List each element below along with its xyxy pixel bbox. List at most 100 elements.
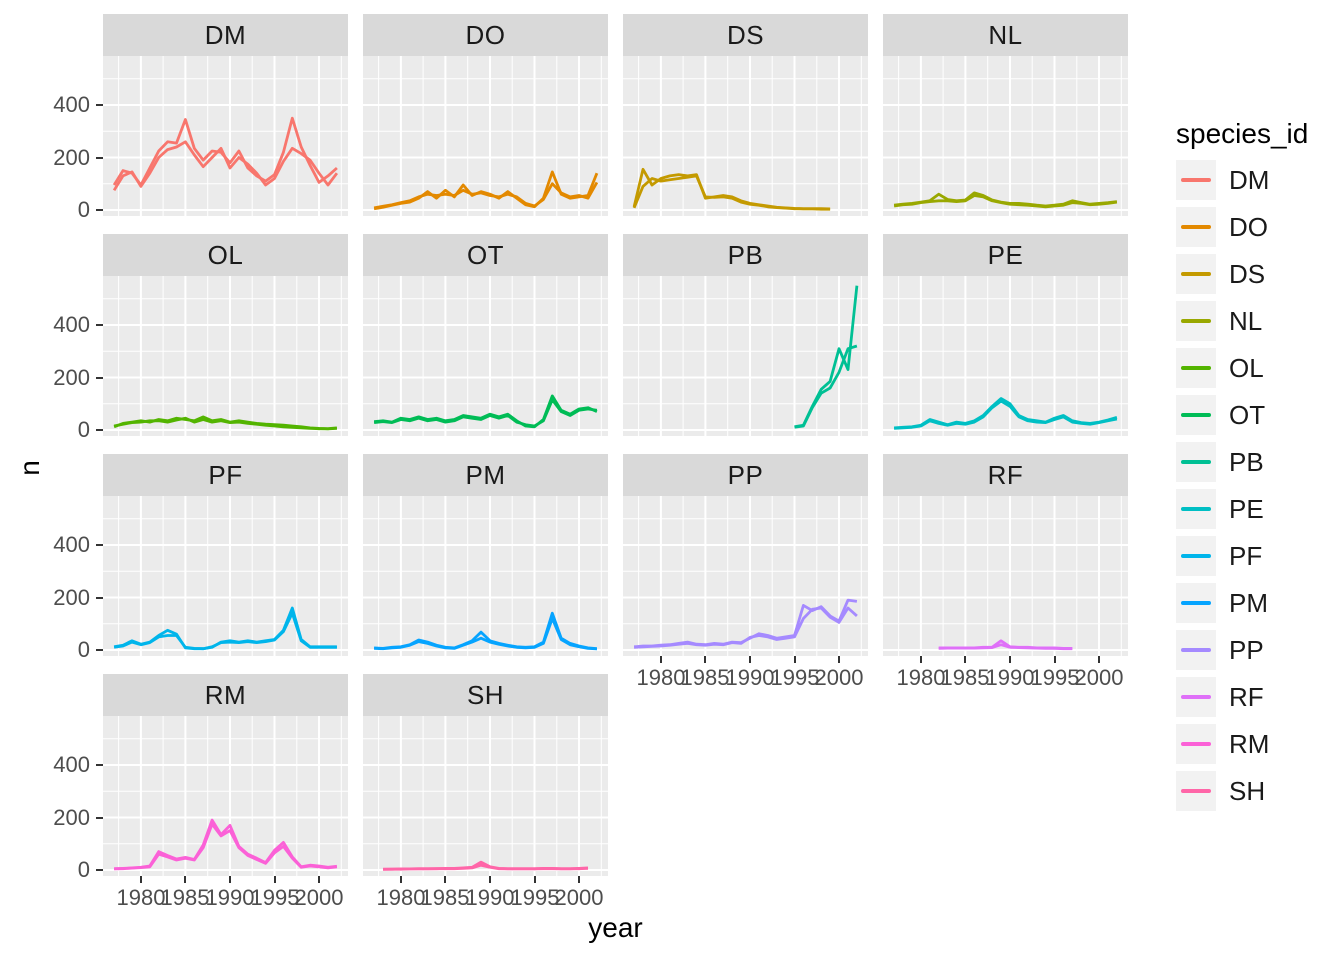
x-tick-label: 1995 bbox=[1030, 665, 1080, 690]
x-tick-mark bbox=[660, 656, 662, 663]
legend-key bbox=[1176, 583, 1216, 623]
facet-strip-label: NL bbox=[988, 19, 1023, 50]
x-tick-label: 1995 bbox=[770, 665, 820, 690]
legend-item-DO: DO bbox=[1176, 207, 1308, 247]
facet-strip-PF: PF bbox=[103, 454, 348, 496]
facet-strip-label: PB bbox=[727, 239, 764, 270]
x-tick-label: 2000 bbox=[814, 665, 864, 690]
legend-key bbox=[1176, 207, 1216, 247]
facet-strip-SH: SH bbox=[363, 674, 608, 716]
x-tick-mark bbox=[140, 876, 142, 883]
legend-key bbox=[1176, 724, 1216, 764]
legend-key-line-icon bbox=[1181, 789, 1211, 793]
facet-strip-OL: OL bbox=[103, 234, 348, 276]
facet-strip-label: PP bbox=[727, 459, 764, 490]
legend-key bbox=[1176, 677, 1216, 717]
legend-label: RM bbox=[1229, 728, 1270, 759]
y-tick-mark bbox=[96, 429, 103, 431]
legend-label: NL bbox=[1229, 305, 1263, 336]
x-tick-mark bbox=[274, 876, 276, 883]
legend-label: RF bbox=[1229, 681, 1264, 712]
x-tick-label: 1990 bbox=[465, 885, 515, 910]
legend-key-line-icon bbox=[1181, 178, 1211, 182]
legend-key-line-icon bbox=[1181, 601, 1211, 605]
x-tick-mark bbox=[704, 656, 706, 663]
facet-panel-RF bbox=[883, 496, 1128, 656]
x-tick-mark bbox=[318, 876, 320, 883]
x-tick-mark bbox=[1054, 656, 1056, 663]
legend-key-line-icon bbox=[1181, 554, 1211, 558]
legend-item-PF: PF bbox=[1176, 536, 1308, 576]
x-tick-mark bbox=[578, 876, 580, 883]
legend-label: OT bbox=[1229, 399, 1266, 430]
legend-label: DO bbox=[1229, 211, 1268, 242]
legend-item-PM: PM bbox=[1176, 583, 1308, 623]
line-DO-line2 bbox=[373, 181, 599, 210]
facet-strip-RM: RM bbox=[103, 674, 348, 716]
x-tick-label: 1985 bbox=[420, 885, 470, 910]
y-tick-mark bbox=[96, 764, 103, 766]
x-tick-mark bbox=[749, 656, 751, 663]
legend-label: PM bbox=[1229, 587, 1268, 618]
facet-strip-label: RM bbox=[204, 679, 247, 710]
facet-strip-PE: PE bbox=[883, 234, 1128, 276]
legend-item-SH: SH bbox=[1176, 771, 1308, 811]
legend-title: species_id bbox=[1176, 118, 1309, 149]
legend-label: OL bbox=[1229, 352, 1264, 383]
y-tick-label: 0 bbox=[77, 197, 90, 222]
y-tick-mark bbox=[96, 597, 103, 599]
legend-item-PP: PP bbox=[1176, 630, 1308, 670]
legend-key-line-icon bbox=[1181, 460, 1211, 464]
y-tick-mark bbox=[96, 544, 103, 546]
y-axis-title: n bbox=[14, 460, 45, 476]
line-PM-line2 bbox=[374, 617, 597, 651]
facet-panel-DM bbox=[103, 56, 348, 216]
line-PE-line2 bbox=[894, 399, 1118, 430]
y-tick-label: 200 bbox=[53, 145, 90, 170]
legend-key-line-icon bbox=[1181, 319, 1211, 323]
facet-panel-DO bbox=[363, 56, 608, 216]
x-tick-label: 1980 bbox=[896, 665, 946, 690]
facet-strip-RF: RF bbox=[883, 454, 1128, 496]
facet-panel-DS bbox=[623, 56, 868, 216]
x-tick-label: 1980 bbox=[636, 665, 686, 690]
x-tick-mark bbox=[1098, 656, 1100, 663]
legend-key bbox=[1176, 442, 1216, 482]
x-tick-label: 1980 bbox=[376, 885, 426, 910]
y-tick-mark bbox=[96, 649, 103, 651]
y-tick-label: 400 bbox=[53, 312, 90, 337]
legend: species_id DM DO DS NL OL OT PB PE PF PM PP RF RM SH bbox=[1176, 118, 1308, 818]
legend-key-line-icon bbox=[1181, 413, 1211, 417]
facet-strip-NL: NL bbox=[883, 14, 1128, 56]
facet-strip-PM: PM bbox=[363, 454, 608, 496]
x-tick-label: 1985 bbox=[680, 665, 730, 690]
facet-strip-label: RF bbox=[987, 459, 1024, 490]
legend-key bbox=[1176, 254, 1216, 294]
line-SH-line2 bbox=[382, 863, 589, 871]
line-PF-line2 bbox=[113, 611, 337, 651]
x-tick-label: 1990 bbox=[725, 665, 775, 690]
facet-strip-label: OT bbox=[466, 239, 505, 270]
facet-strip-label: PM bbox=[465, 459, 506, 490]
facet-strip-DM: DM bbox=[103, 14, 348, 56]
line-OT-line2 bbox=[373, 398, 598, 428]
x-axis-title: year bbox=[588, 912, 643, 943]
x-tick-mark bbox=[229, 876, 231, 883]
legend-item-DM: DM bbox=[1176, 160, 1308, 200]
x-tick-mark bbox=[964, 656, 966, 663]
facet-panel-OL bbox=[103, 276, 348, 436]
x-tick-label: 1995 bbox=[250, 885, 300, 910]
facet-panel-PM bbox=[363, 496, 608, 656]
facet-strip-label: OL bbox=[207, 239, 244, 270]
facet-strip-DS: DS bbox=[623, 14, 868, 56]
legend-key bbox=[1176, 630, 1216, 670]
x-tick-label: 1990 bbox=[205, 885, 255, 910]
y-tick-label: 400 bbox=[53, 752, 90, 777]
facet-strip-label: SH bbox=[466, 679, 505, 710]
legend-item-NL: NL bbox=[1176, 301, 1308, 341]
x-tick-label: 1995 bbox=[510, 885, 560, 910]
x-tick-mark bbox=[444, 876, 446, 883]
legend-item-PE: PE bbox=[1176, 489, 1308, 529]
legend-item-OT: OT bbox=[1176, 395, 1308, 435]
